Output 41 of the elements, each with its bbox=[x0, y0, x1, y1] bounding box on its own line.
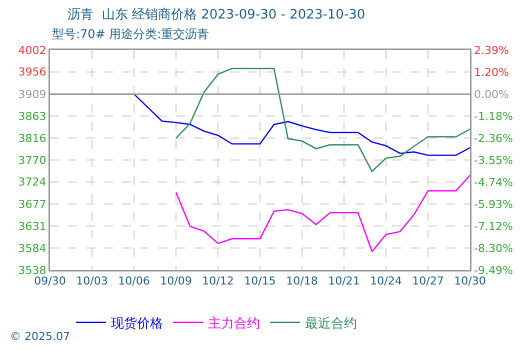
y2-tick-label: -8.30% bbox=[474, 242, 513, 255]
y-tick-label: 4002 bbox=[18, 44, 46, 57]
x-tick-label: 10/03 bbox=[76, 274, 108, 288]
x-tick-label: 10/12 bbox=[202, 274, 234, 288]
line-series bbox=[175, 174, 470, 252]
y2-tick-label: -1.18% bbox=[474, 110, 513, 123]
y2-tick-label: 1.20% bbox=[474, 66, 509, 79]
text: © 2025.07 bbox=[10, 330, 70, 343]
y-tick-label: 3677 bbox=[18, 198, 46, 211]
x-tick-label: 10/18 bbox=[286, 274, 318, 288]
y2-tick-label: -9.49% bbox=[474, 264, 513, 277]
y-tick-label: 3816 bbox=[18, 132, 46, 146]
x-tick-label: 10/27 bbox=[412, 274, 444, 288]
x-tick-label: 10/06 bbox=[118, 274, 150, 288]
y-tick-label: 3770 bbox=[18, 154, 46, 167]
x-tick-label: 10/30 bbox=[454, 274, 486, 288]
y2-tick-label: -2.36% bbox=[474, 132, 513, 145]
x-tick-label: 09/30 bbox=[34, 274, 66, 288]
y2-tick-label: 0.00% bbox=[474, 88, 509, 102]
y-tick-label: 3631 bbox=[18, 220, 46, 233]
y2-tick-label: -3.55% bbox=[474, 154, 513, 167]
y-tick-label: 3863 bbox=[18, 110, 46, 123]
chart-subtitle: 型号:70# 用途分类:重交沥青 bbox=[52, 27, 210, 41]
y-tick-label: 3724 bbox=[18, 176, 46, 189]
y2-tick-label: 2.39% bbox=[474, 44, 509, 57]
y-tick-label: 3538 bbox=[18, 264, 46, 277]
x-tick-label: 10/21 bbox=[328, 274, 360, 288]
legend-label: 现货价格 bbox=[111, 316, 163, 332]
y2-tick-label: -4.74% bbox=[474, 176, 513, 189]
y-tick-label: 3584 bbox=[18, 242, 46, 256]
y-tick-label: 3956 bbox=[18, 66, 46, 79]
y2-tick-label: -5.93% bbox=[474, 198, 513, 211]
x-tick-label: 10/09 bbox=[160, 274, 192, 288]
y-tick-label: 3909 bbox=[18, 88, 46, 101]
x-tick-label: 10/24 bbox=[370, 274, 402, 288]
line-series bbox=[175, 68, 470, 172]
x-tick-label: 10/15 bbox=[244, 274, 276, 288]
y2-tick-label: -7.12% bbox=[474, 220, 513, 233]
legend-label: 主力合约 bbox=[208, 315, 260, 332]
legend-label: 最近合约 bbox=[305, 316, 357, 332]
chart-title: 沥青 山东 经销商价格 2023-09-30 - 2023-10-30 bbox=[68, 8, 366, 23]
